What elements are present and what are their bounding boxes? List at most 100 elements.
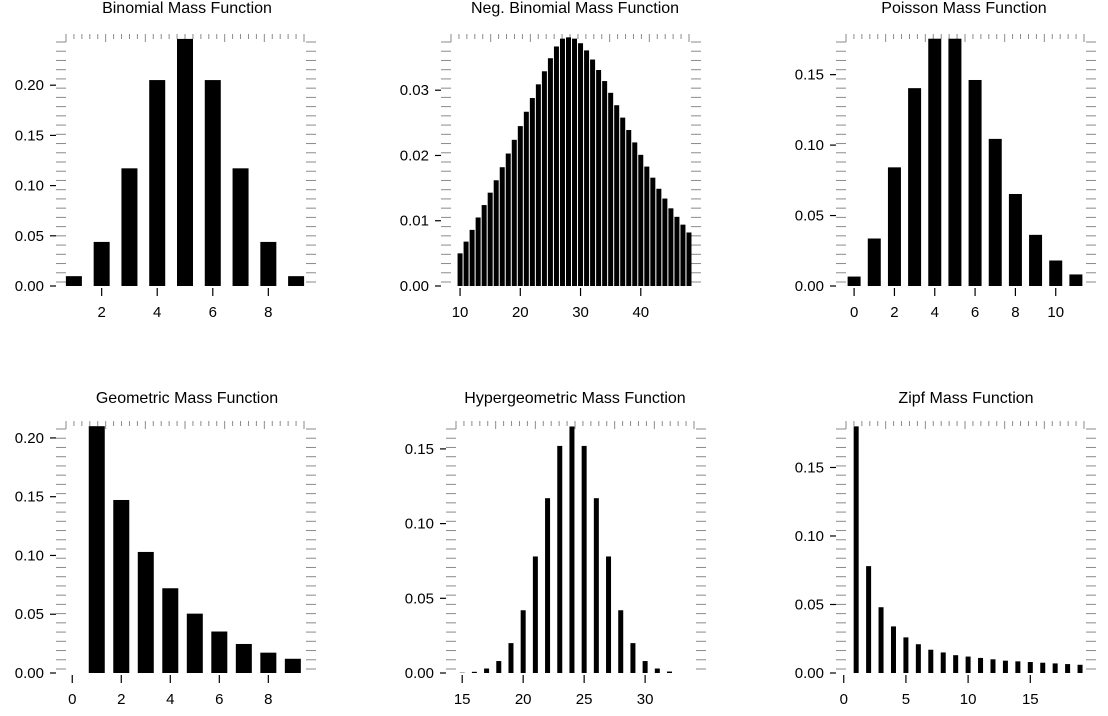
bar: [644, 166, 650, 286]
bar-series: [65, 38, 305, 287]
x-tick-label: 30: [572, 304, 589, 321]
bar: [1040, 662, 1046, 673]
bar: [626, 130, 632, 286]
bar: [1069, 274, 1083, 286]
y-tick-label: 0.10: [15, 178, 44, 195]
bar: [260, 241, 277, 286]
x-axis: 15 20 25 30: [454, 675, 654, 708]
bar: [630, 643, 636, 673]
bar: [508, 643, 514, 673]
y-tick-label: 0.00: [15, 665, 44, 682]
x-tick-label: 20: [512, 304, 529, 321]
chart-title: Zipf Mass Function: [898, 390, 1033, 407]
y-tick-label: 0.02: [400, 147, 429, 164]
chart-hypergeometric: Hypergeometric Mass Function 15 20 25 30 0.0…: [405, 390, 706, 708]
y-tick-label: 0.10: [795, 137, 824, 154]
x-tick-label: 8: [264, 304, 272, 321]
bar: [520, 610, 526, 673]
bar: [65, 276, 82, 286]
bar-series: [459, 426, 673, 673]
bar: [978, 657, 984, 673]
x-tick-label: 6: [215, 691, 223, 708]
x-axis: 0 5 10 15: [840, 675, 1039, 708]
bar: [1008, 193, 1022, 286]
bar: [593, 498, 599, 673]
bar: [887, 167, 901, 286]
bar: [499, 167, 505, 286]
bar: [487, 192, 493, 286]
bar: [866, 566, 872, 673]
y-tick-label: 0.05: [15, 606, 44, 623]
bar: [928, 38, 942, 287]
x-tick-label: 10: [452, 304, 469, 321]
bar: [662, 198, 668, 286]
y-tick-label: 0.00: [405, 665, 434, 682]
bar: [204, 80, 221, 286]
y-tick-label: 0.05: [405, 590, 434, 607]
x-tick-label: 0: [850, 304, 858, 321]
bar: [614, 105, 620, 286]
bar: [565, 37, 571, 286]
bar: [235, 643, 252, 673]
chart-poisson: Poisson Mass Function 0 2 4 6 8 10 0.00 0.05 0.1…: [795, 0, 1096, 321]
y-tick-label: 0.20: [15, 77, 44, 94]
bar: [948, 38, 962, 287]
bar: [535, 84, 541, 286]
bar: [608, 92, 614, 286]
bar: [908, 88, 922, 286]
bar: [656, 188, 662, 286]
chart-title: Neg. Binomial Mass Function: [471, 0, 679, 17]
x-tick-label: 30: [637, 691, 654, 708]
bar: [177, 38, 193, 287]
y-tick-label: 0.15: [15, 127, 44, 144]
x-tick-label: 2: [117, 691, 125, 708]
bar: [186, 613, 203, 673]
bar: [553, 46, 559, 287]
bar: [469, 229, 475, 286]
y-tick-label: 0.10: [795, 528, 824, 545]
bar: [149, 80, 166, 286]
bar: [162, 588, 179, 673]
bar: [596, 69, 602, 286]
x-tick-label: 2: [97, 304, 105, 321]
bar: [284, 658, 301, 673]
bar: [618, 610, 624, 673]
x-axis: 0 2 4 6 8: [68, 675, 273, 708]
bar: [288, 276, 305, 286]
bar: [557, 445, 563, 673]
y-tick-label: 0.15: [405, 441, 434, 458]
bar: [847, 276, 861, 286]
bar: [965, 656, 971, 673]
x-tick-label: 15: [454, 691, 471, 708]
bar-series: [457, 37, 692, 287]
x-tick-label: 4: [166, 691, 174, 708]
bar: [928, 649, 934, 673]
bar: [1049, 260, 1063, 286]
bar: [654, 668, 660, 673]
chart-title: Poisson Mass Function: [881, 0, 1046, 17]
x-tick-label: 8: [1011, 304, 1019, 321]
bar: [137, 551, 154, 673]
bar-series: [853, 426, 1083, 673]
bar: [867, 238, 881, 286]
frame-ticks: [56, 34, 316, 283]
bar: [484, 668, 490, 673]
bar: [990, 659, 996, 673]
x-tick-label: 10: [960, 691, 977, 708]
frame-ticks: [836, 34, 1096, 283]
bar: [481, 205, 487, 286]
x-tick-label: 40: [632, 304, 649, 321]
x-axis: 10 20 30 40: [452, 288, 649, 321]
y-tick-label: 0.00: [795, 665, 824, 682]
bar: [523, 111, 529, 286]
bar: [505, 153, 511, 286]
y-axis: 0.00 0.05 0.10 0.15: [795, 67, 836, 295]
x-tick-label: 10: [1047, 304, 1064, 321]
bar: [232, 168, 249, 286]
chart-title: Geometric Mass Function: [96, 390, 278, 407]
bar: [211, 631, 228, 673]
x-tick-label: 5: [902, 691, 910, 708]
frame-ticks: [836, 421, 1096, 670]
